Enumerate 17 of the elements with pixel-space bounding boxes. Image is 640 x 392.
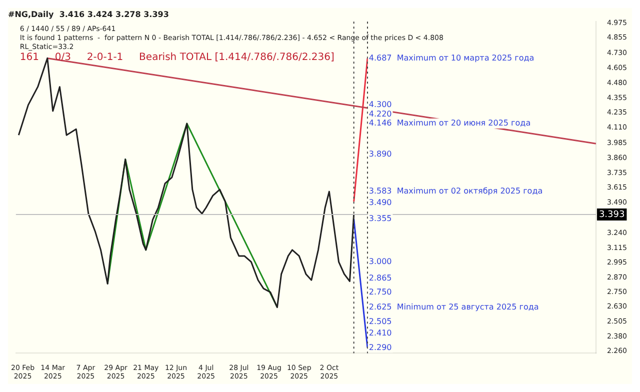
annotation: 3.583 Maximum от 02 октября 2025 года — [368, 186, 543, 196]
annotation: 3.490 — [368, 198, 392, 207]
annotation: 2.625 Minimum от 25 августа 2025 года — [368, 302, 539, 312]
annotation: 2.865 — [368, 273, 392, 282]
annotation: 2.505 — [368, 316, 392, 326]
annotation: 3.890 — [368, 150, 392, 159]
annotation: 4.300 — [368, 100, 392, 110]
annotation: 2.410 — [368, 328, 392, 338]
chart-title: #NG,Daily 3.416 3.424 3.278 3.393 — [8, 10, 169, 19]
annotation: 4.220 — [368, 110, 392, 119]
annotation: 3.000 — [368, 257, 392, 266]
annotation: 4.687 Maximum от 10 марта 2025 года — [368, 53, 534, 62]
annotation: 4.146 Maximum от 20 июня 2025 года — [368, 118, 531, 128]
annotation: 2.750 — [368, 287, 392, 296]
annotation: 3.355 — [368, 214, 392, 224]
annotation: 2.290 — [368, 342, 392, 352]
ref-line-label: 3.393 — [598, 210, 625, 220]
